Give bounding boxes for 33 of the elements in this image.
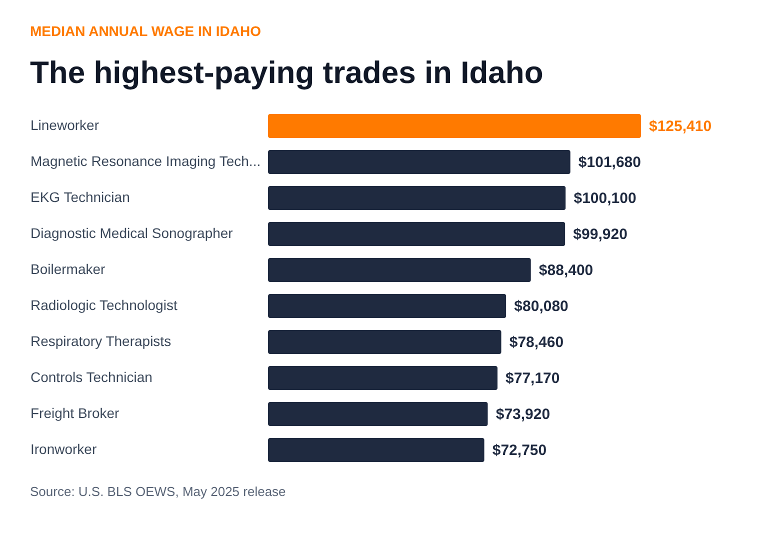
bar bbox=[268, 150, 570, 174]
data-label: $88,400 bbox=[538, 262, 594, 279]
bar bbox=[268, 438, 484, 462]
data-label: $72,750 bbox=[492, 442, 547, 459]
data-label: $99,920 bbox=[573, 226, 628, 243]
data-label: $125,410 bbox=[649, 118, 712, 135]
y-tick-label: Boilermaker bbox=[30, 261, 106, 277]
y-tick-label: Radiologic Technologist bbox=[30, 297, 178, 313]
bar bbox=[268, 366, 498, 390]
data-label: $80,080 bbox=[514, 298, 568, 315]
y-tick-label: Controls Technician bbox=[30, 369, 152, 385]
bar bbox=[268, 294, 506, 318]
data-label: $73,920 bbox=[496, 406, 550, 423]
y-tick-label: Magnetic Resonance Imaging Tech... bbox=[30, 153, 261, 169]
y-tick-label: Freight Broker bbox=[30, 405, 120, 421]
bar bbox=[268, 114, 641, 138]
data-label: $78,460 bbox=[509, 334, 564, 351]
y-tick-label: Lineworker bbox=[30, 117, 100, 133]
source-note: Source: U.S. BLS OEWS, May 2025 release bbox=[30, 484, 286, 499]
data-label: $77,170 bbox=[506, 370, 560, 387]
bar bbox=[268, 258, 531, 282]
y-tick-label: Respiratory Therapists bbox=[30, 333, 172, 349]
bar bbox=[268, 222, 566, 246]
y-tick-label: Diagnostic Medical Sonographer bbox=[30, 225, 234, 241]
bar bbox=[268, 330, 502, 354]
text: MEDIAN ANNUAL WAGE IN IDAHO bbox=[30, 23, 262, 39]
bar bbox=[268, 402, 488, 426]
y-tick-label: Ironworker bbox=[30, 441, 97, 457]
bar bbox=[268, 186, 566, 210]
chart-title: The highest-paying trades in Idaho bbox=[30, 55, 544, 90]
data-label: $100,100 bbox=[574, 190, 636, 207]
data-label: $101,680 bbox=[578, 154, 641, 171]
y-tick-label: EKG Technician bbox=[30, 189, 130, 205]
